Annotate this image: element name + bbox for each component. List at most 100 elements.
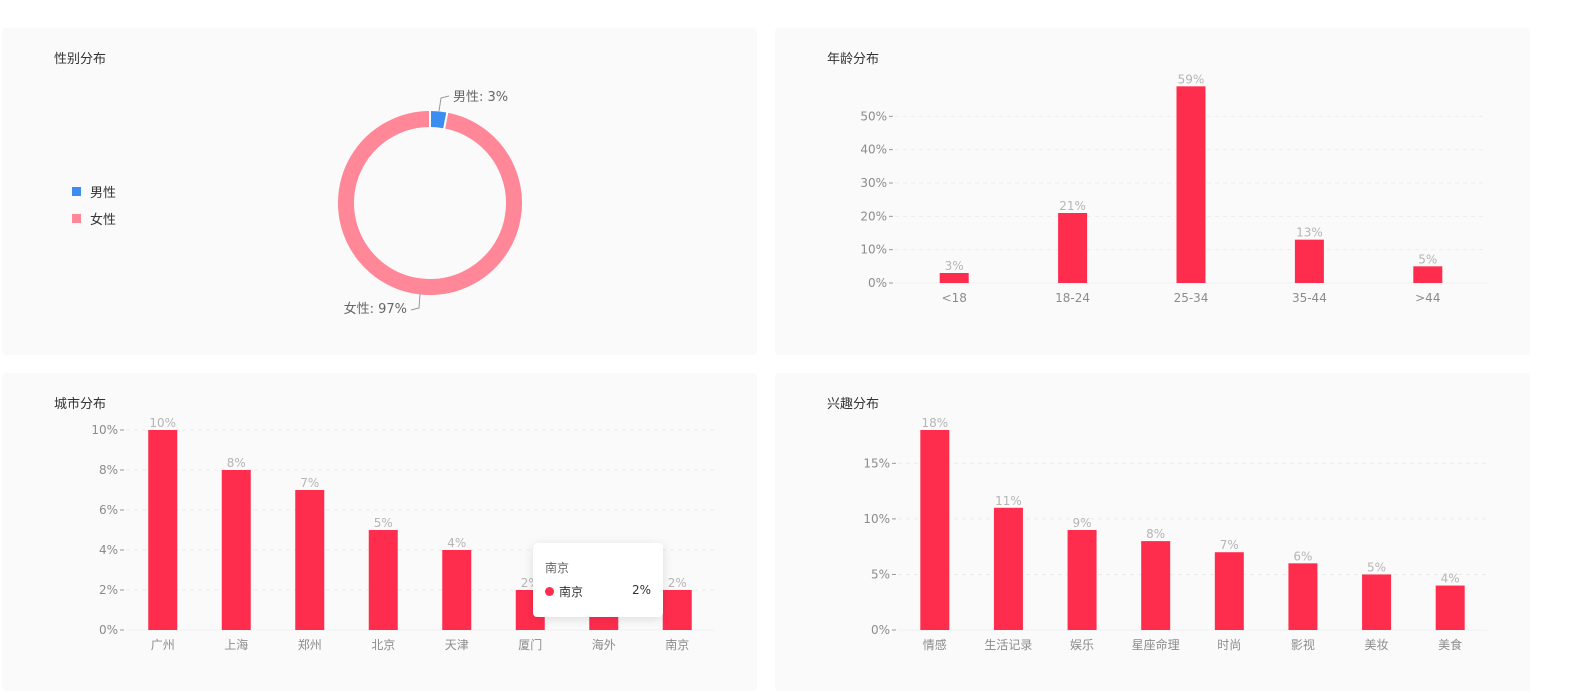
legend-swatch-male [72, 187, 81, 196]
bar-星座命理[interactable] [1141, 541, 1171, 630]
bar-上海[interactable] [221, 470, 251, 630]
bar-北京[interactable] [368, 530, 398, 630]
y-tick-label: 30% [860, 176, 887, 190]
city-tooltip: 南京 南京 2% [533, 543, 663, 617]
x-tick-label: >44 [1415, 291, 1440, 305]
interest-panel-title: 兴趣分布 [827, 397, 880, 412]
bar-value-label: 7% [1220, 538, 1239, 552]
gender-panel-title: 性别分布 [54, 52, 107, 67]
tooltip-series-name: 南京 [559, 585, 584, 599]
y-tick-label: 20% [860, 209, 887, 223]
donut-slice-女性[interactable] [338, 111, 522, 295]
bar-value-label: 8% [227, 456, 246, 470]
gender-panel: 性别分布 男性 女性 男性: 3% 女性: 97% [2, 28, 757, 355]
x-tick-label: 北京 [371, 638, 395, 652]
x-tick-label: 25-34 [1174, 291, 1209, 305]
city-panel-title: 城市分布 [54, 397, 107, 412]
male-slice-label: 男性: 3% [453, 90, 508, 105]
female-label-leader [410, 293, 421, 311]
age-panel: 年龄分布 0% 10% 20% 30% 40% 50% 3% <18 21% 18-24 59% 25… [775, 28, 1530, 355]
bar-25-34[interactable] [1176, 86, 1206, 283]
x-tick-label: 情感 [923, 637, 947, 652]
gender-legend: 男性 女性 [72, 178, 116, 232]
y-tick-label: 6% [99, 503, 118, 517]
bar-35-44[interactable] [1294, 239, 1324, 283]
bar-value-label: 9% [1073, 516, 1092, 530]
age-bar-chart: 0% 10% 20% 30% 40% 50% 3% <18 21% 18-24 59% 25-34 13… [860, 72, 1487, 305]
x-tick-label: 海外 [592, 637, 616, 652]
bar-value-label: 5% [1367, 560, 1386, 574]
bar-value-label: 59% [1178, 72, 1205, 86]
x-tick-label: 影视 [1291, 637, 1315, 652]
x-tick-label: 娱乐 [1070, 638, 1094, 652]
interest-bar-chart: 0% 5% 10% 15% 18% 情感 11% 生活记录 9% 娱乐 8% 星座命理 7% 时尚 6% 影视… [863, 416, 1487, 652]
tooltip-value: 2% [631, 583, 651, 597]
bar-value-label: 10% [149, 416, 176, 430]
male-label-leader [438, 95, 450, 112]
legend-swatch-female [72, 214, 81, 223]
bar-value-label: 18% [921, 416, 948, 430]
bar-美妆[interactable] [1362, 574, 1392, 630]
legend-label-female: 女性 [90, 213, 117, 228]
bar-value-label: 11% [995, 494, 1022, 508]
city-panel: 城市分布 0% 2% 4% 6% 8% 10% 10% 广州 8% 上海 7% 郑州 5% 北京 4% 天津 2… [2, 373, 757, 691]
bar-value-label: 4% [447, 536, 466, 550]
y-tick-label: 4% [99, 543, 118, 557]
bar-娱乐[interactable] [1067, 530, 1097, 630]
y-tick-label: 8% [99, 463, 118, 477]
donut-slice-gap [443, 111, 449, 130]
bar-南京[interactable] [662, 590, 692, 630]
y-tick-label: 2% [99, 583, 118, 597]
y-tick-label: 10% [91, 423, 118, 437]
y-tick-label: 50% [860, 109, 887, 123]
bar-时尚[interactable] [1214, 552, 1244, 630]
x-tick-label: <18 [942, 291, 967, 305]
gender-donut-chart: 男性: 3% 女性: 97% [338, 90, 522, 317]
bar-情感[interactable] [920, 430, 950, 630]
female-slice-label: 女性: 97% [344, 301, 407, 317]
bar->44[interactable] [1413, 266, 1443, 283]
bar-影视[interactable] [1288, 563, 1318, 630]
x-tick-label: 星座命理 [1132, 637, 1180, 652]
bar-生活记录[interactable] [993, 507, 1023, 630]
x-tick-label: 上海 [224, 637, 248, 652]
y-tick-label: 5% [871, 567, 890, 581]
tooltip-series-dot [545, 587, 554, 596]
bar-value-label: 6% [1293, 549, 1312, 563]
x-tick-label: 美食 [1438, 637, 1462, 652]
age-panel-title: 年龄分布 [827, 52, 880, 67]
bar-18-24[interactable] [1058, 213, 1088, 283]
bar-郑州[interactable] [295, 490, 325, 630]
legend-label-male: 男性 [90, 186, 117, 201]
bar-value-label: 21% [1059, 199, 1086, 213]
bar-value-label: 8% [1146, 527, 1165, 541]
bar-美食[interactable] [1435, 585, 1465, 630]
bar-value-label: 5% [374, 516, 393, 530]
legend-item-male[interactable]: 男性 [72, 178, 116, 205]
bar-value-label: 7% [300, 476, 319, 490]
x-tick-label: 时尚 [1217, 638, 1241, 652]
x-tick-label: 郑州 [298, 637, 322, 652]
bar-<18[interactable] [939, 273, 969, 283]
x-tick-label: 广州 [151, 638, 175, 652]
bar-天津[interactable] [442, 550, 472, 630]
x-tick-label: 南京 [665, 637, 689, 652]
y-tick-label: 15% [863, 456, 890, 470]
y-tick-label: 0% [868, 276, 887, 290]
bar-广州[interactable] [148, 430, 178, 630]
x-tick-label: 天津 [445, 638, 469, 652]
bar-value-label: 13% [1296, 226, 1323, 240]
x-tick-label: 35-44 [1292, 291, 1327, 305]
tooltip-title: 南京 [545, 561, 570, 575]
legend-item-female[interactable]: 女性 [72, 205, 116, 232]
y-tick-label: 40% [860, 143, 887, 157]
x-tick-label: 18-24 [1055, 291, 1090, 305]
y-tick-label: 0% [871, 623, 890, 637]
donut-slice-男性[interactable] [429, 111, 448, 129]
city-bar-chart: 0% 2% 4% 6% 8% 10% 10% 广州 8% 上海 7% 郑州 5% 北京 4% 天津 2% 厦门 2%… [91, 416, 714, 652]
bar-value-label: 5% [1418, 252, 1437, 266]
y-tick-label: 0% [99, 623, 118, 637]
bar-value-label: 3% [945, 259, 964, 273]
x-tick-label: 美妆 [1365, 638, 1389, 652]
y-tick-label: 10% [863, 512, 890, 526]
